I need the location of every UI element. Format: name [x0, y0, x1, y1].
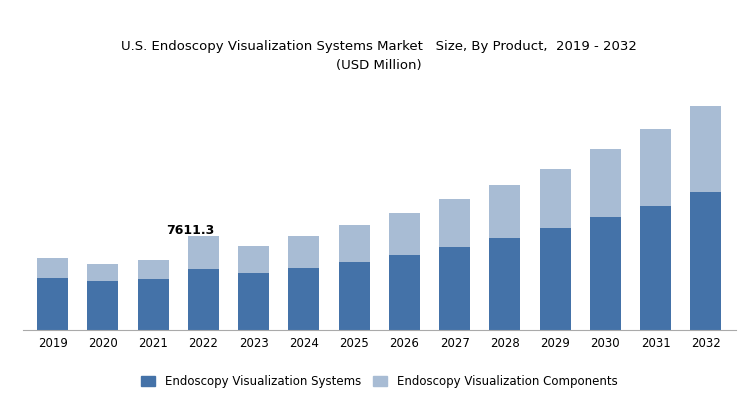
Bar	[37, 278, 68, 330]
Text: 7611.3: 7611.3	[166, 224, 214, 236]
Bar	[640, 129, 671, 206]
Bar	[490, 238, 520, 330]
Bar	[339, 262, 369, 330]
Bar	[339, 225, 369, 262]
Bar	[238, 246, 269, 273]
Bar	[590, 217, 621, 330]
Bar	[87, 264, 119, 281]
Bar	[590, 149, 621, 217]
Bar	[238, 273, 269, 330]
Bar	[389, 213, 420, 255]
Bar	[690, 106, 722, 192]
Title: U.S. Endoscopy Visualization Systems Market   Size, By Product,  2019 - 2032
(US: U.S. Endoscopy Visualization Systems Mar…	[122, 40, 637, 72]
Bar	[137, 279, 169, 330]
Legend: Endoscopy Visualization Systems, Endoscopy Visualization Components: Endoscopy Visualization Systems, Endosco…	[137, 370, 622, 393]
Bar	[439, 199, 470, 247]
Bar	[87, 281, 119, 330]
Bar	[188, 236, 219, 269]
Bar	[288, 268, 319, 330]
Bar	[288, 236, 319, 268]
Bar	[690, 192, 722, 330]
Bar	[188, 269, 219, 330]
Bar	[439, 247, 470, 330]
Bar	[539, 169, 571, 228]
Bar	[37, 258, 68, 278]
Bar	[389, 255, 420, 330]
Bar	[640, 206, 671, 330]
Bar	[490, 185, 520, 238]
Bar	[539, 228, 571, 330]
Bar	[137, 260, 169, 279]
